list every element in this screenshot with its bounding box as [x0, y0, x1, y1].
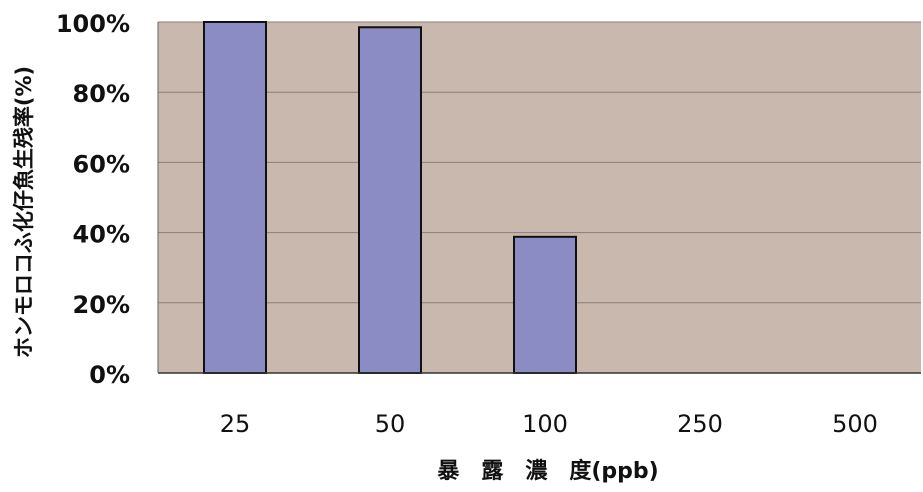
x-tick-label: 250: [677, 410, 723, 438]
x-tick-label: 100: [522, 410, 568, 438]
y-tick-label: 0%: [89, 361, 130, 389]
y-tick-label: 20%: [73, 291, 130, 319]
bar: [358, 26, 422, 374]
y-tick-label: 40%: [73, 221, 130, 249]
x-tick-label: 25: [220, 410, 251, 438]
y-axis-label: ホンモロコふ化仔魚生残率(%): [12, 66, 36, 358]
x-tick-labels: 25 50 100 250 500: [220, 410, 878, 438]
x-tick-label: 50: [375, 410, 406, 438]
bar: [203, 21, 267, 374]
y-tick-label: 80%: [73, 80, 130, 108]
y-tick-labels: 0% 20% 40% 60% 80% 100%: [56, 10, 130, 389]
gridlines: [158, 21, 921, 304]
bars: [203, 21, 577, 374]
y-tick-label: 100%: [56, 10, 130, 38]
x-axis-label: 暴 露 濃 度(ppb): [436, 458, 658, 484]
bar: [513, 235, 577, 374]
y-tick-label: 60%: [73, 150, 130, 178]
x-tick-label: 500: [832, 410, 878, 438]
